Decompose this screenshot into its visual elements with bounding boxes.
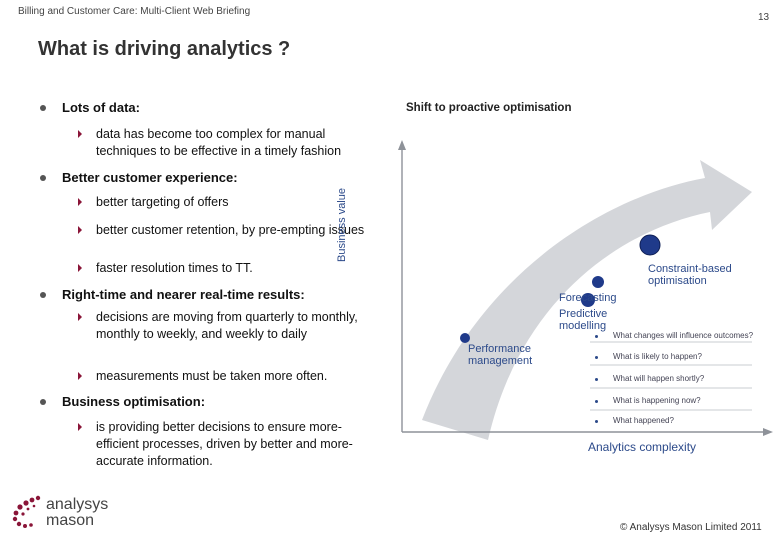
sub-bullet: better customer retention, by pre-emptin… — [96, 223, 365, 237]
sub-bullet: faster resolution times to TT. — [96, 261, 253, 275]
bullet-dot — [40, 105, 46, 111]
bullet-heading: Business optimisation: — [62, 394, 206, 409]
diagram-title: Shift to proactive optimisation — [406, 102, 572, 114]
stage-label-performance: Performance management — [468, 343, 533, 367]
y-axis-label: Business value — [336, 188, 348, 262]
sub-bullet: data has become too complex for manual t… — [96, 127, 342, 158]
node-performance-management — [460, 333, 470, 343]
stage-label-forecasting: Forecasting — [559, 292, 617, 304]
node-constraint-optimisation — [639, 234, 661, 256]
stage-label-constraint: Constraint-based optimisation — [648, 263, 732, 287]
sub-bullet: is providing better decisions to ensure … — [96, 420, 353, 468]
question-label: What changes will influence outcomes? — [613, 331, 754, 340]
question-label: What happened? — [613, 416, 674, 425]
question-dot — [595, 378, 598, 381]
question-dot — [595, 400, 598, 403]
question-dot — [595, 356, 598, 359]
logo-wordmark-line2: mason — [46, 512, 95, 529]
y-axis-arrowhead — [398, 140, 406, 150]
bullet-heading: Lots of data: — [62, 100, 140, 115]
logo-wordmark-line1: analysys — [46, 496, 109, 513]
bullet-dot — [40, 292, 46, 298]
sub-bullet-arrow — [78, 130, 82, 138]
x-axis-arrowhead — [763, 428, 773, 436]
sub-bullet-arrow — [78, 226, 82, 234]
node-predictive-modelling — [581, 293, 595, 307]
bullet-dot — [40, 399, 46, 405]
sub-bullet-arrow — [78, 423, 82, 431]
page-title: What is driving analytics ? — [38, 38, 291, 60]
question-dot — [595, 420, 598, 423]
sub-bullet-arrow — [78, 372, 82, 380]
page-number: 13 — [758, 12, 770, 23]
logo-mark-icon — [12, 495, 41, 528]
bullet-dot — [40, 175, 46, 181]
sub-bullet-arrow — [78, 198, 82, 206]
diagram-canvas — [398, 140, 773, 440]
sub-bullet-arrow — [78, 264, 82, 272]
sub-bullet: decisions are moving from quarterly to m… — [96, 310, 358, 341]
footer-copyright: © Analysys Mason Limited 2011 — [620, 522, 762, 533]
value-arrow-shape — [422, 160, 752, 440]
bullet-heading: Better customer experience: — [62, 170, 238, 185]
question-dot — [595, 335, 598, 338]
bullet-heading: Right-time and nearer real-time results: — [62, 287, 305, 302]
header-breadcrumb: Billing and Customer Care: Multi-Client … — [18, 6, 251, 17]
question-label: What will happen shortly? — [613, 374, 705, 383]
node-forecasting — [592, 276, 604, 288]
stage-label-predictive: Predictive modelling — [559, 308, 608, 332]
sub-bullet-arrow — [78, 313, 82, 321]
sub-bullet: measurements must be taken more often. — [96, 369, 328, 383]
sub-bullet: better targeting of offers — [96, 195, 229, 209]
x-axis-label: Analytics complexity — [588, 440, 697, 454]
question-label: What is likely to happen? — [613, 352, 702, 361]
question-label: What is happening now? — [613, 396, 701, 405]
